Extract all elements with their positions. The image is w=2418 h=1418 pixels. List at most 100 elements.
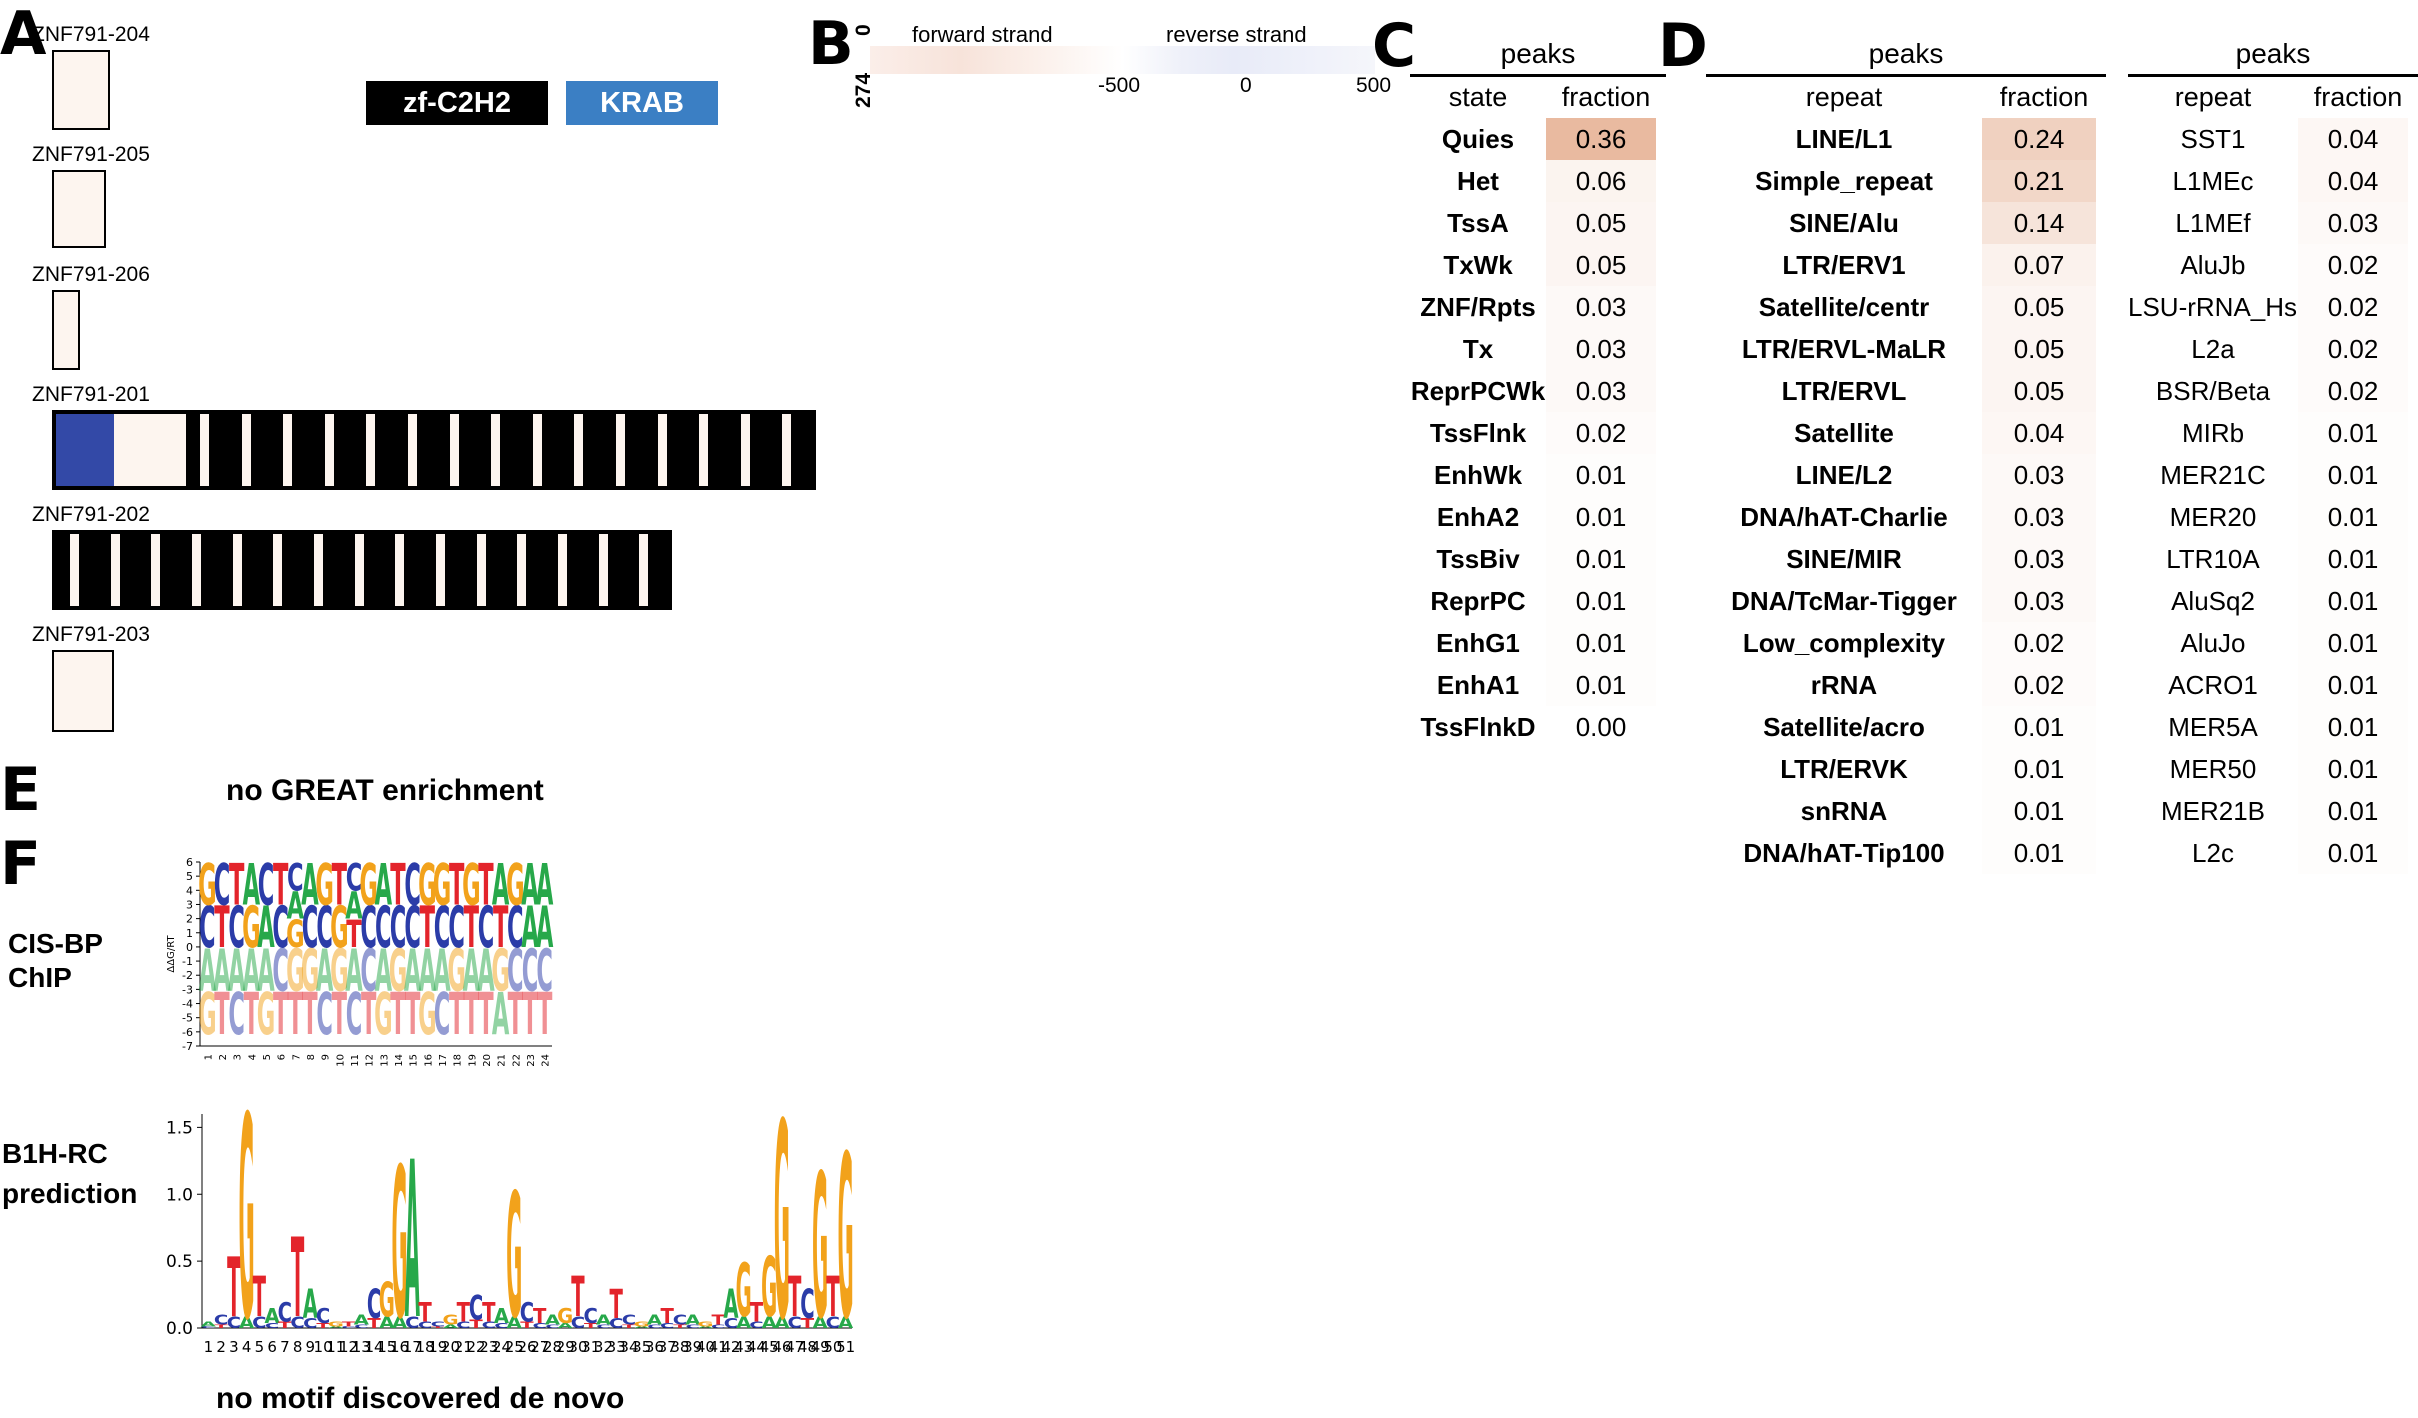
logo-letter: T [610, 1282, 624, 1328]
table-d-repeat-subfamilies: repeat fraction SST1 0.04 L1MEc 0.04 L1MEf 0.03… [2128, 76, 2418, 874]
x-tick-label: 22 [466, 1338, 485, 1356]
x-tick-label: 43 [734, 1338, 753, 1356]
logo-letter: T [801, 1315, 815, 1331]
zf-separator [395, 534, 405, 606]
krab-domain [56, 414, 114, 486]
logo-letter: A [477, 938, 494, 1005]
table-row: Quies 0.36 [1410, 118, 1666, 160]
row-label: LTR/ERV1 [1782, 250, 1906, 280]
no-motif-text: no motif discovered de novo [216, 1382, 625, 1415]
logo-letter: G [359, 853, 378, 919]
row-label: MER21C [2160, 460, 2266, 490]
row-fraction: 0.05 [1546, 202, 1656, 244]
logo-letter: C [404, 896, 421, 962]
x-tick-label: 7 [280, 1338, 290, 1356]
table-d2-header: peaks [2235, 38, 2311, 69]
zf-separator [273, 534, 283, 606]
zf-separator [699, 414, 709, 486]
table-row: Tx 0.03 [1410, 328, 1666, 370]
row-label: Het [1457, 166, 1499, 196]
logo-letter: A [199, 938, 216, 1005]
table-d-rule [1706, 74, 2106, 77]
y-tick-label: 1 [186, 927, 193, 940]
panel-a-isoforms: ZNF791-204 ZNF791-205 ZNF791-206 ZNF791-201… [30, 20, 816, 732]
reverse-strand-label: reverse strand [1166, 22, 1307, 47]
logo-letter: C [360, 938, 377, 1005]
logo-letter: T [332, 981, 347, 1048]
x-tick-label: 16 [423, 1054, 434, 1067]
x-tick-500: 500 [1356, 74, 1392, 97]
table-row: ACRO1 0.01 [2128, 664, 2418, 706]
row-fraction: 0.01 [1546, 622, 1656, 664]
logo-letter: G [379, 1275, 395, 1328]
x-tick-label: 13 [352, 1338, 371, 1356]
logo-letter: A [521, 896, 539, 962]
row-label: MER5A [2168, 712, 2258, 742]
x-tick-label: 12 [339, 1338, 358, 1356]
row-label: SST1 [2180, 124, 2246, 154]
logo-letter: A [507, 1314, 522, 1333]
x-tick-label: 30 [568, 1338, 587, 1356]
logo-letter: T [533, 1305, 547, 1328]
legend-krab: KRAB [566, 81, 718, 125]
isoform-box [52, 650, 114, 732]
row-fraction: 0.03 [2298, 202, 2408, 244]
table-row: L1MEf 0.03 [2128, 202, 2418, 244]
zf-separator [782, 414, 792, 486]
x-tick-label: 1 [204, 1338, 214, 1356]
logo-letter: T [291, 1216, 304, 1343]
x-tick-label: 21 [454, 1338, 473, 1356]
panel-letter-a: A [0, 0, 47, 69]
logo-letter: C [272, 896, 289, 962]
y-tick-label: -5 [182, 1012, 193, 1025]
x-tick-label: 46 [772, 1338, 791, 1356]
row-label: LTR10A [2166, 544, 2260, 574]
logo-letter: G [315, 853, 334, 919]
logo-letter: G [418, 981, 437, 1048]
table-row: SST1 0.04 [2128, 118, 2418, 160]
logo-letter: A [723, 1282, 739, 1328]
logo-letter: C [434, 896, 451, 962]
logo-letter: C [227, 1314, 241, 1333]
logo-letter: G [242, 896, 261, 962]
logo-letter: A [239, 1314, 254, 1333]
table-row: Satellite/centr 0.05 [1706, 286, 2106, 328]
y-tick-label: -7 [182, 1040, 193, 1053]
x-tick-label: 28 [543, 1338, 562, 1356]
y-tick-label: -2 [182, 969, 193, 982]
row-label: TssFlnk [1429, 418, 1527, 448]
logo-letter: A [536, 853, 554, 919]
row-fraction: 0.01 [2298, 580, 2408, 622]
logo-letter: T [711, 1312, 725, 1328]
zf-separator [70, 534, 79, 606]
row-fraction: 0.01 [2298, 454, 2408, 496]
isoform-box [52, 290, 80, 370]
logo-letter: C [405, 1314, 419, 1333]
logo-letter: C [228, 896, 245, 962]
x-tick-label: 16 [390, 1338, 409, 1356]
row-fraction: 0.02 [1982, 622, 2096, 664]
column-header: fraction [1999, 82, 2089, 112]
row-label: TssBiv [1436, 544, 1520, 574]
linker-region [114, 414, 186, 486]
logo-letter: A [634, 1326, 649, 1329]
logo-letter: A [354, 1312, 369, 1328]
logo-letter: C [375, 896, 392, 962]
row-fraction: 0.05 [1982, 286, 2096, 328]
row-label: AluJb [2180, 250, 2246, 280]
panel-letter-f: F [0, 829, 41, 899]
logo-letter: C [390, 896, 407, 962]
logo-letter: T [493, 896, 509, 962]
x-tick-label: 22 [511, 1054, 522, 1067]
row-label: LTR/ERVL-MaLR [1741, 334, 1947, 364]
legend-zf-c2h2: zf-C2H2 [366, 81, 548, 125]
logo-letter: G [198, 981, 217, 1048]
y-tick-label: 4 [186, 884, 193, 897]
logo-letter: G [812, 1133, 828, 1362]
row-label: TssFlnkD [1420, 712, 1536, 742]
logo-letter: T [750, 1296, 763, 1328]
logo-letter: C [201, 1326, 215, 1329]
table-d-repeat-families: repeat fraction LINE/L1 0.24 Simple_repeat 0.… [1706, 76, 2106, 874]
y-tick-bottom: 274 [852, 72, 875, 108]
logo-letter: G [433, 853, 452, 919]
